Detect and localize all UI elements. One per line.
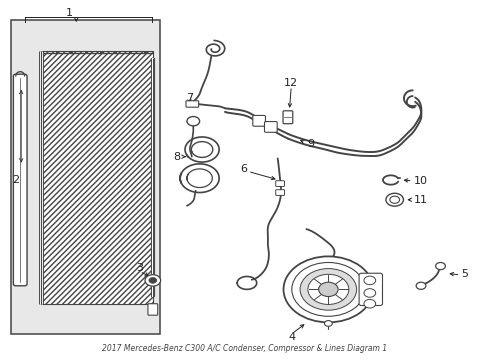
Text: 9: 9 [306, 139, 313, 149]
Circle shape [283, 256, 372, 322]
FancyBboxPatch shape [275, 181, 284, 186]
Circle shape [300, 269, 356, 310]
Text: 1: 1 [65, 8, 72, 18]
Text: 6: 6 [240, 164, 246, 174]
Circle shape [363, 300, 375, 308]
FancyBboxPatch shape [264, 122, 277, 132]
Text: 4: 4 [288, 332, 295, 342]
Text: 8: 8 [173, 152, 180, 162]
Circle shape [389, 196, 399, 203]
Bar [41, 51, 153, 304]
Circle shape [363, 276, 375, 285]
Bar [11, 21, 160, 334]
Text: 12: 12 [284, 78, 298, 88]
Text: 3: 3 [136, 263, 143, 273]
Circle shape [318, 282, 337, 297]
FancyBboxPatch shape [252, 116, 265, 126]
Text: 2017 Mercedes-Benz C300 A/C Condenser, Compressor & Lines Diagram 1: 2017 Mercedes-Benz C300 A/C Condenser, C… [102, 344, 386, 353]
Circle shape [186, 117, 199, 126]
Text: 7: 7 [185, 93, 193, 103]
FancyBboxPatch shape [283, 111, 292, 124]
FancyBboxPatch shape [358, 273, 382, 306]
Text: 5: 5 [461, 269, 468, 279]
Circle shape [145, 275, 160, 286]
Circle shape [385, 193, 403, 206]
Text: 2: 2 [12, 175, 19, 185]
Circle shape [307, 274, 348, 305]
Text: 10: 10 [413, 176, 427, 186]
FancyBboxPatch shape [185, 101, 198, 107]
Circle shape [415, 282, 425, 289]
FancyBboxPatch shape [275, 190, 284, 195]
Circle shape [435, 262, 445, 270]
FancyBboxPatch shape [13, 74, 27, 286]
Text: 11: 11 [413, 195, 427, 205]
Circle shape [363, 289, 375, 297]
FancyBboxPatch shape [148, 304, 158, 315]
Circle shape [149, 278, 157, 283]
Circle shape [324, 320, 331, 326]
Circle shape [291, 262, 364, 316]
